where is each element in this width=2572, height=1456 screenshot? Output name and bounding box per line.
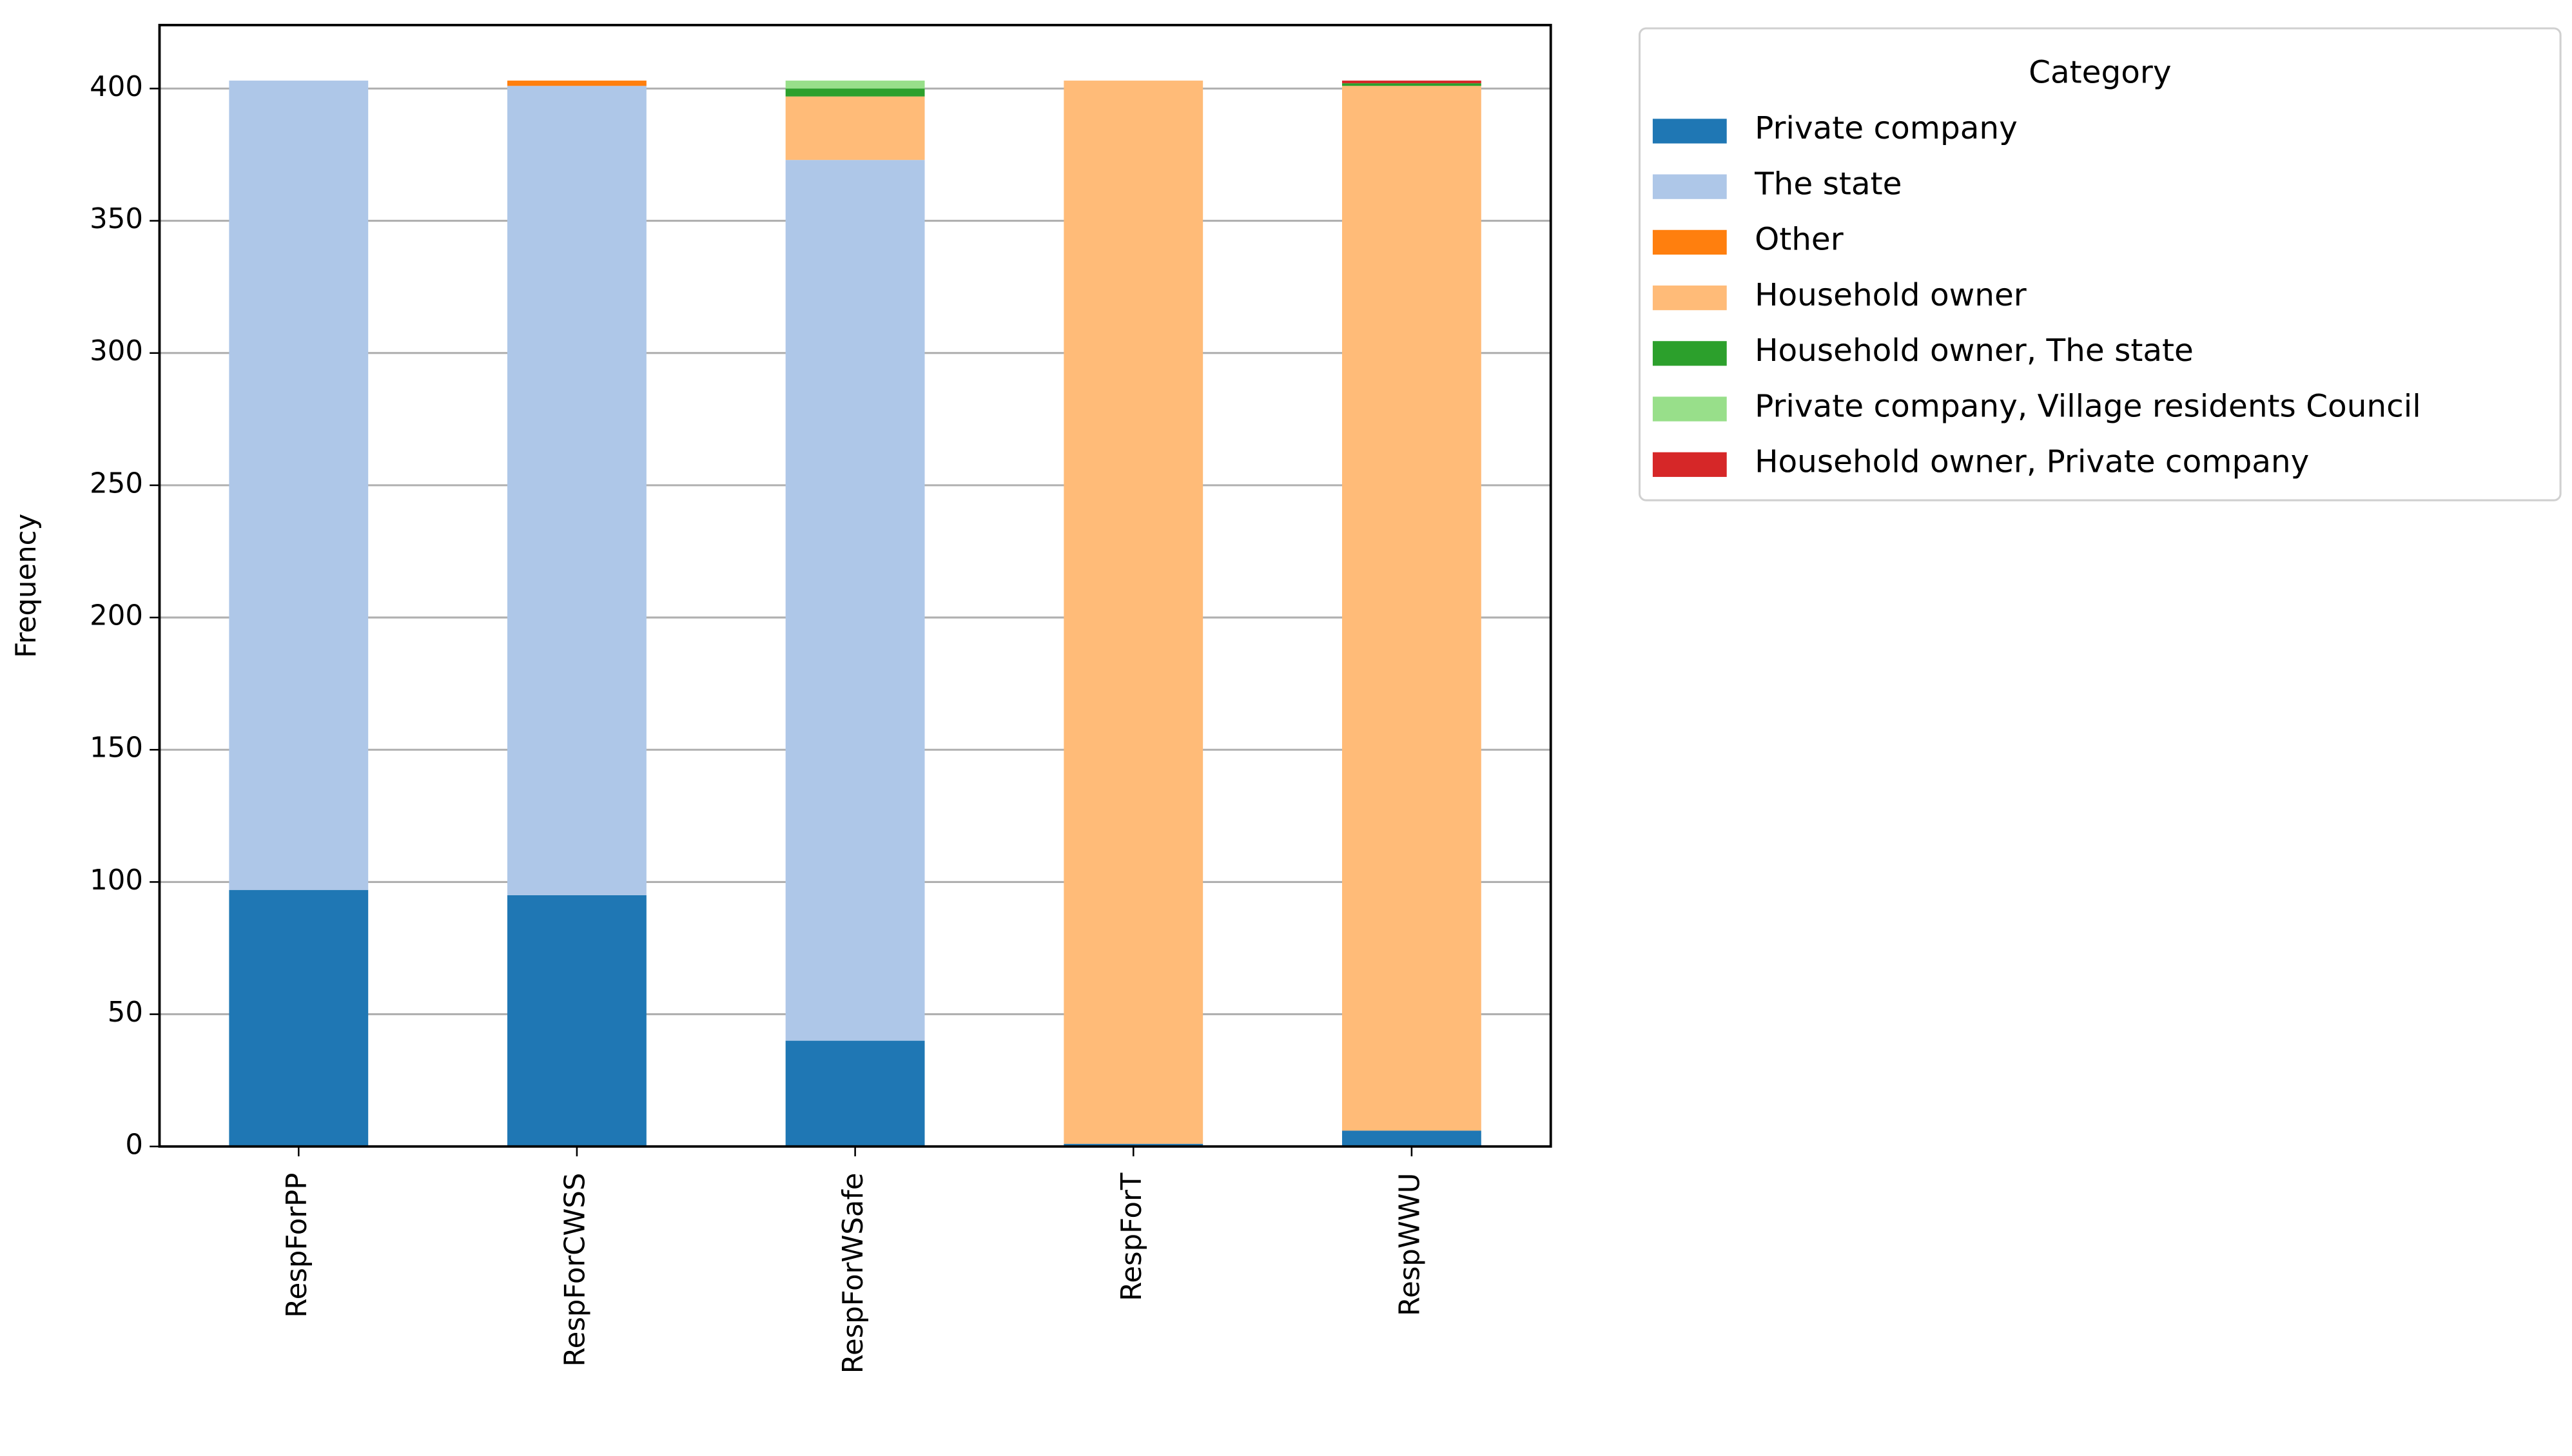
y-tick-label: 350 bbox=[90, 203, 143, 235]
bar-segment bbox=[785, 1040, 925, 1147]
bar-segment bbox=[507, 81, 647, 86]
bar-segment bbox=[1064, 81, 1203, 1144]
bar-segment bbox=[229, 81, 369, 890]
bar-segment bbox=[1341, 81, 1481, 84]
y-tick-label: 200 bbox=[90, 600, 143, 632]
x-tick-label: RespForWSafe bbox=[837, 1173, 870, 1374]
bar-segment bbox=[229, 889, 369, 1147]
bar-segment bbox=[1341, 83, 1481, 86]
bar-segment bbox=[507, 86, 647, 895]
legend-swatch bbox=[1652, 285, 1727, 311]
y-tick-label: 300 bbox=[90, 335, 143, 367]
x-tick-label: RespForPP bbox=[281, 1173, 313, 1318]
y-tick-label: 250 bbox=[90, 467, 143, 500]
bar-segment bbox=[1064, 1143, 1203, 1147]
bar-segment bbox=[1341, 86, 1481, 1131]
legend-label: Private company bbox=[1755, 110, 2018, 146]
x-tick-label: RespWWU bbox=[1394, 1173, 1426, 1316]
legend-swatch bbox=[1652, 119, 1727, 144]
y-axis-label: Frequency bbox=[10, 514, 43, 658]
legend-label: Household owner bbox=[1755, 277, 2027, 313]
bar-segment bbox=[785, 96, 925, 160]
legend-label: Other bbox=[1755, 222, 1844, 258]
bar-segment bbox=[785, 160, 925, 1041]
legend-title: Category bbox=[2029, 54, 2171, 90]
legend-swatch bbox=[1652, 452, 1727, 477]
y-tick-label: 0 bbox=[125, 1129, 143, 1161]
legend-label: Household owner, The state bbox=[1755, 333, 2194, 369]
bar-segment bbox=[785, 81, 925, 89]
legend-swatch bbox=[1652, 229, 1727, 255]
legend-swatch bbox=[1652, 174, 1727, 199]
y-tick-label: 50 bbox=[108, 996, 143, 1029]
legend-label: Household owner, Private company bbox=[1755, 444, 2309, 480]
bar-segment bbox=[785, 88, 925, 97]
plot-frame bbox=[158, 23, 1552, 1148]
legend-label: The state bbox=[1754, 166, 1902, 202]
bar-segment bbox=[1341, 1131, 1481, 1147]
legend-label: Private company, Village residents Counc… bbox=[1755, 388, 2421, 424]
y-tick-label: 150 bbox=[90, 732, 143, 764]
x-tick-label: RespForT bbox=[1116, 1172, 1148, 1301]
legend-swatch bbox=[1652, 396, 1727, 422]
y-tick-label: 100 bbox=[90, 864, 143, 897]
x-tick-label: RespForCWSS bbox=[559, 1173, 591, 1367]
bar-segment bbox=[507, 895, 647, 1147]
legend-swatch bbox=[1652, 341, 1727, 366]
legend-box bbox=[1638, 27, 2562, 501]
y-tick-label: 400 bbox=[90, 71, 143, 103]
